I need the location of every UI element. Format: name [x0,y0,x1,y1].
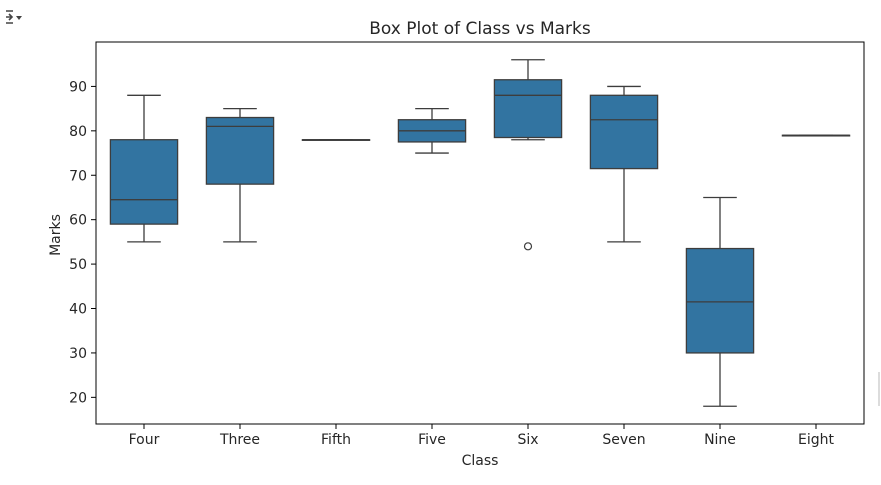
y-tick-label: 90 [69,79,87,95]
collapse-output-icon [6,10,22,24]
box-iqr [685,247,755,354]
y-tick-label: 20 [69,390,87,406]
x-tick-label: Four [129,432,160,448]
x-tick-label: Fifth [321,432,351,448]
box-eight [781,134,851,137]
chart-title: Box Plot of Class vs Marks [369,19,591,39]
collapse-output-button[interactable] [3,8,25,26]
y-tick-label: 50 [69,257,87,273]
y-tick-label: 60 [69,213,87,229]
y-tick-label: 80 [69,124,87,140]
y-tick-label: 70 [69,168,87,184]
y-tick-label: 30 [69,346,87,362]
box-four [109,94,179,243]
x-axis-label: Class [462,453,499,469]
x-tick-label: Five [418,432,446,448]
box-seven [589,85,659,243]
box-fifth [301,139,371,141]
x-tick-label: Nine [704,432,736,448]
y-axis-label: Marks [48,214,64,256]
box-iqr [205,116,275,185]
scrollbar-thumb[interactable] [878,372,880,406]
box-nine [685,196,755,407]
x-tick-label: Eight [798,432,834,448]
box-iqr [109,139,179,225]
box-three [205,107,275,243]
plot-frame [95,41,865,425]
outlier-point [523,242,533,251]
x-tick-label: Seven [602,432,645,448]
box-iqr [493,79,563,139]
y-tick-label: 40 [69,302,87,318]
box-five [397,107,467,154]
x-tick-label: Three [219,432,260,448]
box-six [493,59,563,251]
plot-area: 20 30 40 50 60 70 80 90 Four Three Fifth Five Six Sev… [69,59,851,448]
x-tick-label: Six [517,432,538,448]
box-iqr [589,94,659,170]
